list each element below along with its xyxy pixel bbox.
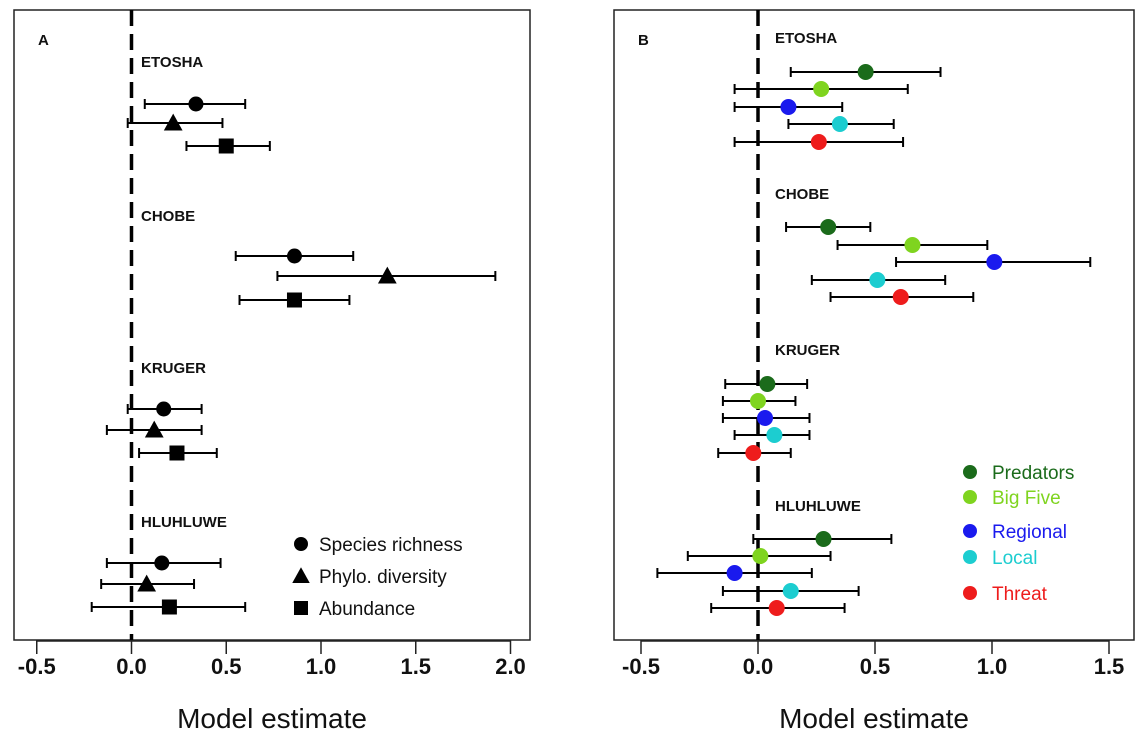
panel-b-site-labels: ETOSHA CHOBE KRUGER HLUHLUWE (775, 30, 861, 515)
legend-label-abundance: Abundance (319, 599, 415, 620)
legend-label-local: Local (992, 548, 1037, 569)
x-tick-label-0-0: 0.0 (743, 654, 774, 679)
site-label-etosha: ETOSHA (141, 54, 203, 71)
point-chobe-species-richness (286, 248, 302, 264)
point-etosha-species-richness (188, 96, 204, 112)
point-kruger-threat (745, 445, 762, 461)
legend-marker-phylo-diversity (292, 567, 310, 583)
panel-b-x-axis: -0.5 0.0 0.5 1.0 1.5 (622, 640, 1124, 679)
x-tick-label-0-5: 0.5 (860, 654, 891, 679)
point-chobe-big-five (904, 237, 921, 253)
x-tick-label-2-0: 2.0 (495, 654, 526, 679)
site-label-kruger: KRUGER (775, 342, 840, 359)
legend-marker-big-five (963, 490, 977, 504)
x-tick-label-0-0: 0.0 (116, 654, 147, 679)
legend-label-species-richness: Species richness (319, 535, 463, 556)
point-etosha-phylo-diversity (163, 113, 183, 131)
panel-b-x-axis-title: Model estimate (779, 703, 969, 734)
panel-a-letter: A (38, 32, 49, 49)
point-hluhluwe-predators (815, 531, 832, 547)
legend-marker-abundance (294, 601, 308, 615)
point-etosha-local (831, 116, 848, 132)
site-label-kruger: KRUGER (141, 360, 206, 377)
panel-a-frame (13, 9, 531, 641)
point-etosha-abundance (218, 138, 234, 154)
site-label-hluhluwe: HLUHLUWE (141, 514, 227, 531)
point-hluhluwe-big-five (752, 548, 769, 564)
point-etosha-predators (857, 64, 874, 80)
legend-label-regional: Regional (992, 522, 1067, 543)
site-label-hluhluwe: HLUHLUWE (775, 498, 861, 515)
x-tick-label-0-5: -0.5 (18, 654, 56, 679)
x-tick-label-0-5: 0.5 (211, 654, 242, 679)
point-chobe-phylo-diversity (377, 266, 397, 284)
x-tick-label-1-5: 1.5 (400, 654, 431, 679)
x-tick-label-0-5: -0.5 (622, 654, 660, 679)
panel-a-legend: Species richness Phylo. diversity Abundanc… (292, 535, 463, 620)
point-hluhluwe-species-richness (154, 555, 170, 571)
point-etosha-big-five (813, 81, 830, 97)
legend-marker-threat (963, 586, 977, 600)
point-kruger-big-five (750, 393, 766, 409)
x-tick-label-1-5: 1.5 (1094, 654, 1125, 679)
panel-b-legend: Predators Big Five Regional Local Threat (963, 463, 1074, 605)
panel-b-letter: B (638, 32, 649, 49)
x-tick-label-1-0: 1.0 (306, 654, 337, 679)
point-chobe-regional (986, 254, 1003, 270)
legend-marker-regional (963, 524, 977, 538)
panel-a-site-labels: ETOSHA CHOBE KRUGER HLUHLUWE (141, 54, 227, 531)
point-kruger-species-richness (156, 401, 172, 417)
panel-b-marks (656, 64, 1092, 616)
point-hluhluwe-abundance (161, 599, 177, 615)
site-label-chobe: CHOBE (775, 186, 829, 203)
point-kruger-regional (757, 410, 774, 426)
x-tick-label-1-0: 1.0 (977, 654, 1008, 679)
point-hluhluwe-threat (768, 600, 785, 616)
legend-label-threat: Threat (992, 584, 1048, 605)
panel-b-frame (613, 9, 1135, 641)
point-chobe-predators (820, 219, 837, 235)
point-kruger-abundance (169, 445, 185, 461)
panel-b: B ETOSHA CHOBE KRUGER HLUHLUWE -0.5 0.0 0.5 1.… (613, 9, 1135, 734)
legend-label-phylo-diversity: Phylo. diversity (319, 567, 447, 588)
site-label-chobe: CHOBE (141, 208, 195, 225)
point-chobe-threat (892, 289, 909, 305)
panel-a-x-axis: -0.5 0.0 0.5 1.0 1.5 2.0 (18, 640, 526, 679)
legend-label-predators: Predators (992, 463, 1074, 484)
point-chobe-local (869, 272, 886, 288)
point-hluhluwe-local (782, 583, 799, 599)
legend-label-big-five: Big Five (992, 488, 1061, 509)
point-hluhluwe-phylo-diversity (137, 574, 157, 592)
panel-a-marks (90, 96, 497, 615)
point-kruger-phylo-diversity (144, 420, 164, 438)
point-hluhluwe-regional (726, 565, 743, 581)
panel-a-x-axis-title: Model estimate (177, 703, 367, 734)
point-etosha-regional (780, 99, 797, 115)
site-label-etosha: ETOSHA (775, 30, 837, 47)
point-etosha-threat (810, 134, 827, 150)
point-chobe-abundance (286, 292, 302, 308)
panel-a: A ETOSHA CHOBE KRUGER HLUHLUWE -0.5 0.0 0.5 1.… (13, 9, 531, 734)
point-kruger-predators (759, 376, 776, 392)
point-kruger-local (766, 427, 783, 443)
legend-marker-local (963, 550, 977, 564)
legend-marker-predators (963, 465, 977, 479)
legend-marker-species-richness (294, 537, 308, 551)
